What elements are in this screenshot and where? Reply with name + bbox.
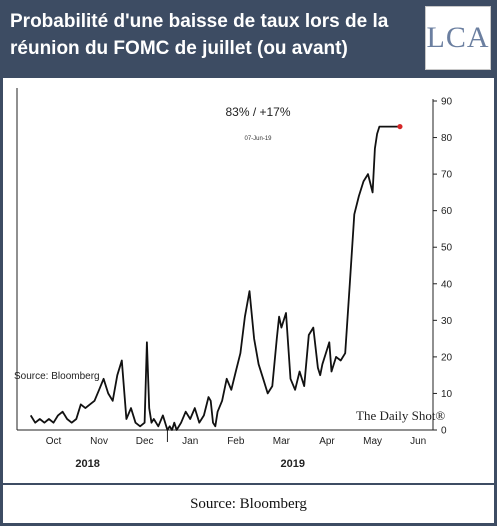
chart-panel: 0 10 20 30 40 50 60 70 80 90 Oct Nov Dec Jan Feb Mar Apr… (3, 78, 494, 483)
annotation-date: 07-Jun-19 (244, 136, 272, 142)
x-year-label: 2019 (281, 458, 305, 470)
x-tick-label: Dec (136, 436, 154, 447)
endpoint-marker (397, 123, 403, 130)
y-tick-label: 50 (441, 243, 453, 254)
footer-bar: Source: Bloomberg (3, 485, 494, 523)
annotation-value: 83% / +17% (225, 105, 290, 119)
line-chart: 0 10 20 30 40 50 60 70 80 90 Oct Nov Dec Jan Feb Mar Apr… (14, 88, 453, 470)
chart-title: Probabilité d'une baisse de taux lors de… (10, 11, 389, 59)
y-tick-label: 40 (441, 279, 453, 290)
y-tick-label: 70 (441, 170, 453, 181)
x-tick-label: Jun (410, 436, 426, 447)
x-tick-label: Feb (227, 436, 245, 447)
x-tick-label: Apr (319, 436, 335, 447)
x-tick-label: Mar (273, 436, 291, 447)
y-tick-label: 0 (441, 426, 447, 437)
x-tick-label: Jan (182, 436, 198, 447)
y-tick-label: 90 (441, 97, 453, 108)
inner-source-label: Source: Bloomberg (14, 371, 100, 382)
y-tick-label: 80 (441, 133, 453, 144)
x-tick-label: May (363, 436, 382, 447)
daily-shot-watermark: The Daily Shot® (356, 408, 445, 423)
x-year-label: 2018 (75, 458, 99, 470)
header-bar: Probabilité d'une baisse de taux lors de… (0, 0, 497, 78)
series-line (29, 125, 400, 431)
y-tick-label: 60 (441, 206, 453, 217)
logo-text: LCA (426, 21, 490, 54)
lca-logo: LCA (425, 6, 491, 70)
y-tick-label: 10 (441, 389, 453, 400)
footer-source: Source: Bloomberg (190, 495, 307, 512)
y-tick-label: 20 (441, 352, 453, 363)
y-tick-label: 30 (441, 316, 453, 327)
x-tick-label: Nov (90, 436, 108, 447)
x-tick-label: Oct (46, 436, 62, 447)
